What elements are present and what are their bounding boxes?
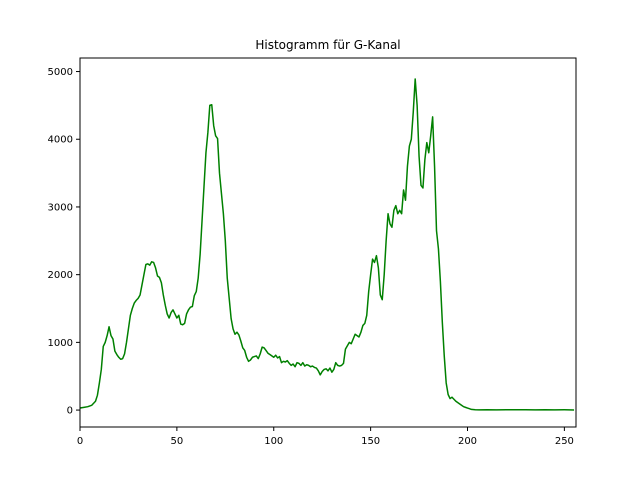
x-axis-ticks: 0 50 100 150 200 250 (77, 427, 574, 447)
y-tick-label: 4000 (48, 135, 73, 146)
x-tick-label: 100 (264, 436, 283, 447)
y-tick-label: 1000 (48, 338, 73, 349)
x-tick-label: 200 (458, 436, 477, 447)
y-tick-label: 2000 (48, 270, 73, 281)
series-line-g-channel (79, 78, 575, 411)
x-tick-label: 50 (171, 436, 184, 447)
y-tick-label: 3000 (48, 202, 73, 213)
y-tick-label: 0 (67, 406, 73, 417)
y-tick-label: 5000 (48, 67, 73, 78)
y-axis-ticks: 0 1000 2000 3000 4000 5000 (48, 67, 80, 417)
x-tick-label: 0 (77, 436, 83, 447)
plot-frame (79, 57, 577, 428)
x-tick-label: 250 (555, 436, 574, 447)
series-layer (79, 78, 575, 411)
x-tick-label: 150 (361, 436, 380, 447)
chart-title: Histogramm für G-Kanal (255, 38, 400, 52)
